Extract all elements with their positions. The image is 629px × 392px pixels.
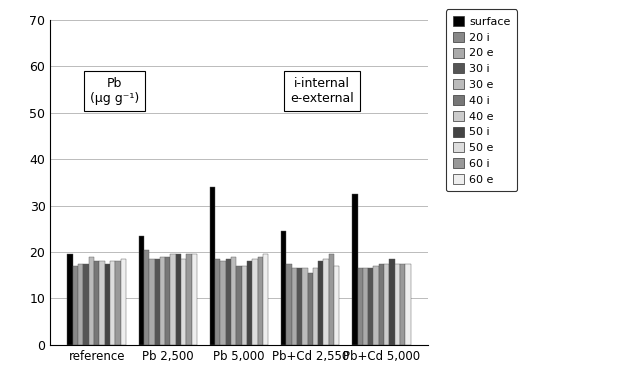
Bar	[384, 264, 389, 345]
Bar	[258, 257, 263, 345]
Bar	[160, 257, 165, 345]
Bar	[215, 259, 220, 345]
Bar	[78, 264, 84, 345]
Bar	[334, 266, 340, 345]
Bar	[394, 264, 400, 345]
Bar	[144, 250, 149, 345]
Bar	[226, 259, 231, 345]
Bar	[303, 268, 308, 345]
Bar	[357, 268, 363, 345]
Bar	[94, 261, 99, 345]
Bar	[104, 264, 110, 345]
Bar	[263, 254, 268, 345]
Bar	[352, 194, 357, 345]
Bar	[323, 259, 329, 345]
Bar	[210, 187, 215, 345]
Bar	[329, 254, 334, 345]
Bar	[115, 261, 121, 345]
Bar	[374, 266, 379, 345]
Bar	[149, 259, 155, 345]
Bar	[247, 261, 252, 345]
Bar	[181, 259, 186, 345]
Bar	[286, 264, 292, 345]
Bar	[175, 254, 181, 345]
Legend: surface, 20 i, 20 e, 30 i, 30 e, 40 i, 40 e, 50 i, 50 e, 60 i, 60 e: surface, 20 i, 20 e, 30 i, 30 e, 40 i, 4…	[446, 9, 517, 191]
Bar	[170, 254, 175, 345]
Bar	[308, 273, 313, 345]
Bar	[363, 268, 368, 345]
Bar	[292, 268, 297, 345]
Bar	[121, 259, 126, 345]
Bar	[138, 236, 144, 345]
Bar	[318, 261, 323, 345]
Text: i-internal
e-external: i-internal e-external	[290, 77, 354, 105]
Bar	[281, 231, 286, 345]
Bar	[368, 268, 374, 345]
Bar	[99, 261, 104, 345]
Bar	[155, 259, 160, 345]
Bar	[297, 268, 303, 345]
Bar	[252, 259, 258, 345]
Bar	[389, 259, 394, 345]
Bar	[84, 264, 89, 345]
Bar	[73, 266, 78, 345]
Bar	[400, 264, 405, 345]
Bar	[237, 266, 242, 345]
Bar	[313, 268, 318, 345]
Bar	[192, 254, 197, 345]
Bar	[165, 257, 170, 345]
Bar	[67, 254, 73, 345]
Text: Pb
(μg g⁻¹): Pb (μg g⁻¹)	[90, 77, 139, 105]
Bar	[379, 264, 384, 345]
Bar	[405, 264, 411, 345]
Bar	[89, 257, 94, 345]
Bar	[110, 261, 115, 345]
Bar	[220, 261, 226, 345]
Bar	[242, 266, 247, 345]
Bar	[231, 257, 237, 345]
Bar	[186, 254, 192, 345]
